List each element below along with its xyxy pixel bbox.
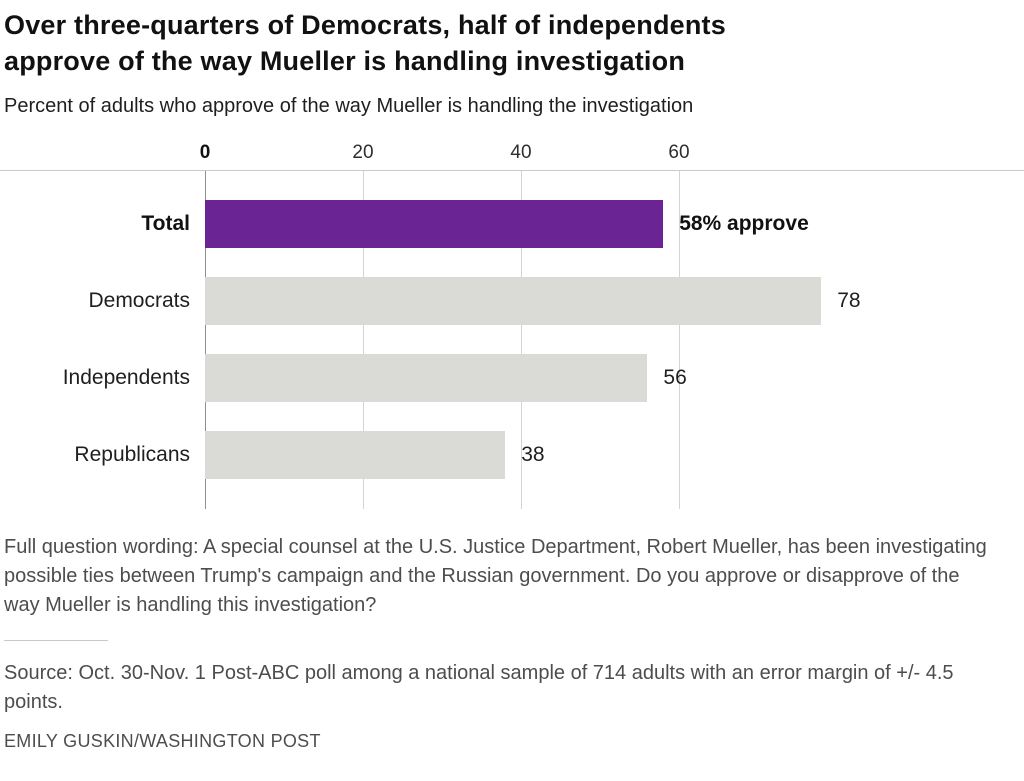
chart-title-line-1: Over three-quarters of Democrats, half o… xyxy=(4,10,726,40)
chart-subtitle: Percent of adults who approve of the way… xyxy=(4,95,694,118)
source-note: Source: Oct. 30-Nov. 1 Post-ABC poll amo… xyxy=(4,662,954,714)
bar-row-total: Total 58% approve xyxy=(0,185,1024,262)
bar-area-total: 58% approve xyxy=(205,199,995,248)
category-label-independents: Independents xyxy=(62,365,190,389)
bar-total xyxy=(205,199,664,248)
footer-divider xyxy=(4,640,108,642)
gridline-40 xyxy=(521,171,522,510)
gridlines xyxy=(205,171,995,510)
bar-republicans xyxy=(205,430,506,479)
x-axis: 0 20 40 60 xyxy=(200,138,995,170)
chart-title: Over three-quarters of Democrats, half o… xyxy=(4,8,1004,79)
chart-header: Over three-quarters of Democrats, half o… xyxy=(0,0,1024,118)
value-label-independents: 56 xyxy=(663,365,687,389)
value-label-total: 58% approve xyxy=(679,211,809,235)
bar-area-republicans: 38 xyxy=(205,430,995,479)
bar-democrats xyxy=(205,276,822,325)
bar-row-independents: Independents 56 xyxy=(0,339,1024,416)
bar-chart: 0 20 40 60 Total 58% approve xyxy=(0,138,1024,510)
gridline-20 xyxy=(363,171,364,510)
gridline-60 xyxy=(679,171,680,510)
gridline-zero-axis xyxy=(205,171,206,510)
byline: EMILY GUSKIN/WASHINGTON POST xyxy=(4,731,321,752)
bar-independents xyxy=(205,353,648,402)
bar-row-democrats: Democrats 78 xyxy=(0,262,1024,339)
category-label-democrats: Democrats xyxy=(88,288,190,312)
bar-rows: Total 58% approve Democrats 78 Independe… xyxy=(0,185,1024,493)
value-label-republicans: 38 xyxy=(521,442,545,466)
x-axis-tick-60: 60 xyxy=(668,142,690,164)
x-axis-tick-0: 0 xyxy=(199,142,211,164)
question-note: Full question wording: A special counsel… xyxy=(4,536,987,617)
category-label-republicans: Republicans xyxy=(74,442,190,466)
category-label-total: Total xyxy=(141,211,190,235)
chart-footer: Full question wording: A special counsel… xyxy=(0,509,1024,752)
x-axis-tick-40: 40 xyxy=(510,142,532,164)
x-axis-tick-20: 20 xyxy=(352,142,374,164)
bar-area-democrats: 78 xyxy=(205,276,995,325)
chart-title-line-2: approve of the way Mueller is handling i… xyxy=(4,45,686,76)
bar-row-republicans: Republicans 38 xyxy=(0,416,1024,493)
value-label-democrats: 78 xyxy=(837,288,861,312)
plot-area: Total 58% approve Democrats 78 Independe… xyxy=(0,170,1024,510)
bar-area-independents: 56 xyxy=(205,353,995,402)
